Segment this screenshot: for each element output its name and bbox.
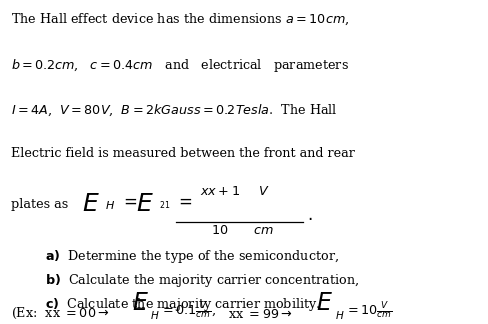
Text: Electric field is measured between the front and rear: Electric field is measured between the f… — [11, 147, 355, 160]
Text: $\it{I}=4\it{A}$,  $\it{V}=80\it{V}$,  $\it{B}=2\it{kGauss}=0.2\it{Tesla}$.  The: $\it{I}=4\it{A}$, $\it{V}=80\it{V}$, $\i… — [11, 102, 337, 118]
Text: $=0.1\frac{\it{V}}{\it{cm}}$,: $=0.1\frac{\it{V}}{\it{cm}}$, — [160, 300, 216, 321]
Text: $\mathbf{\it{E}}$: $\mathbf{\it{E}}$ — [82, 193, 100, 216]
Text: xx $=99\rightarrow$: xx $=99\rightarrow$ — [228, 308, 293, 321]
Text: $\it{xx}+1$: $\it{xx}+1$ — [200, 185, 240, 198]
Text: $\mathbf{b)}$  Calculate the majority carrier concentration,: $\mathbf{b)}$ Calculate the majority car… — [45, 272, 359, 289]
Text: $\it{H}$: $\it{H}$ — [150, 309, 160, 321]
Text: $=$: $=$ — [175, 193, 192, 210]
Text: $_{21}$: $_{21}$ — [159, 199, 170, 212]
Text: $\mathbf{\it{E}}$: $\mathbf{\it{E}}$ — [136, 193, 153, 216]
Text: $=$: $=$ — [120, 193, 137, 210]
Text: $\mathbf{\it{E}}$: $\mathbf{\it{E}}$ — [132, 292, 149, 315]
Text: $\mathbf{c)}$  Calculate the majority carrier mobility.: $\mathbf{c)}$ Calculate the majority car… — [45, 296, 321, 313]
Text: plates as: plates as — [11, 198, 68, 211]
Text: $\it{H}$: $\it{H}$ — [335, 309, 345, 321]
Text: The Hall effect device has the dimensions $\it{a}=10\it{cm}$,: The Hall effect device has the dimension… — [11, 11, 349, 27]
Text: $\mathbf{a)}$  Determine the type of the semiconductor,: $\mathbf{a)}$ Determine the type of the … — [45, 248, 339, 265]
Text: $\it{b}=0.2\it{cm}$,   $\it{c}=0.4\it{cm}$   and   electrical   parameters: $\it{b}=0.2\it{cm}$, $\it{c}=0.4\it{cm}$… — [11, 57, 348, 74]
Text: $\it{H}$: $\it{H}$ — [105, 199, 115, 211]
Text: (Ex:  xx $=00\rightarrow$: (Ex: xx $=00\rightarrow$ — [11, 306, 109, 321]
Text: $10$: $10$ — [211, 224, 228, 237]
Text: $\it{V}$: $\it{V}$ — [258, 185, 269, 198]
Text: $\it{cm}$: $\it{cm}$ — [253, 224, 274, 237]
Text: $.$: $.$ — [307, 207, 313, 224]
Text: $\mathbf{\it{E}}$: $\mathbf{\it{E}}$ — [316, 292, 333, 315]
Text: $=10\frac{\it{V}}{\it{cm}}$: $=10\frac{\it{V}}{\it{cm}}$ — [345, 300, 392, 321]
